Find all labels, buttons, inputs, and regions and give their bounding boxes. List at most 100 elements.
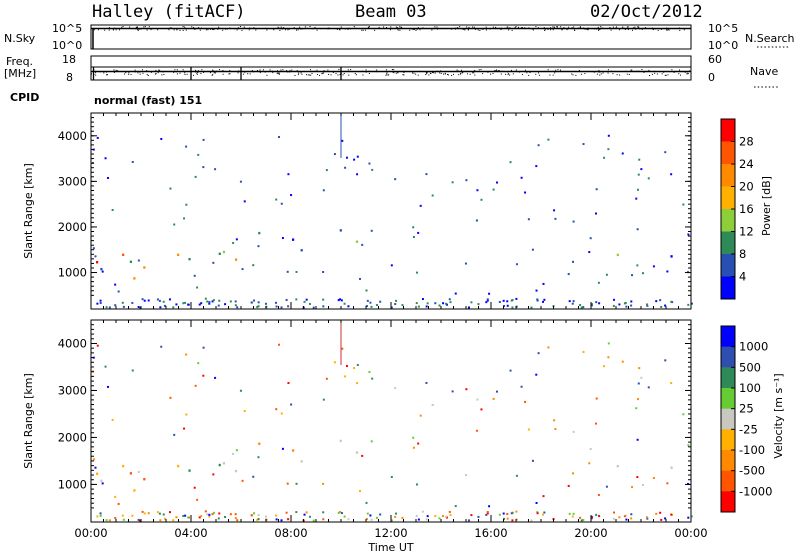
velocity-noise [198, 516, 201, 519]
power-noise [641, 272, 644, 275]
power-noise [527, 218, 530, 221]
power-noise [486, 299, 489, 302]
power-cell [670, 255, 673, 258]
nave-dot [392, 71, 394, 73]
nave-dot [146, 70, 148, 72]
nave-dot [432, 72, 434, 74]
velocity-noise [603, 365, 606, 368]
power-noise [579, 303, 582, 306]
velocity-noise [217, 517, 220, 520]
nave-dot [287, 71, 289, 73]
nsearch-dot [210, 28, 212, 30]
power-noise [547, 138, 550, 141]
nsearch-dot [623, 27, 625, 29]
power-noise [356, 173, 359, 176]
velocity-noise [442, 515, 445, 518]
velocity-noise [344, 375, 347, 378]
power-noise [137, 306, 140, 309]
velocity-noise [206, 513, 209, 516]
power-noise [543, 298, 546, 301]
nsearch-dot [185, 29, 187, 31]
nsearch-dot [422, 27, 424, 29]
velocity-noise [664, 517, 667, 520]
velocity-noise [419, 414, 422, 417]
nsearch-dot [343, 28, 345, 30]
nave-dot [641, 69, 643, 71]
power-noise [520, 176, 523, 179]
power-noise [224, 303, 227, 306]
nsearch-dot [639, 28, 641, 30]
velocity-noise [664, 359, 667, 362]
nave-dot [259, 69, 261, 71]
nsearch-dot [108, 29, 110, 31]
velocity-noise [286, 482, 289, 485]
nave-dot [505, 73, 507, 75]
power-noise [280, 306, 283, 309]
nave-dot [350, 69, 352, 71]
nsearch-dot [415, 29, 417, 31]
nsearch-dot [279, 29, 281, 31]
velocity-noise [322, 518, 325, 521]
nsearch-dot [563, 27, 565, 29]
nave-dot [210, 72, 212, 74]
nave-dot [549, 74, 551, 76]
nave-dot [482, 73, 484, 75]
nsearch-dot [297, 29, 299, 31]
power-noise [421, 298, 424, 301]
power-noise [365, 289, 368, 292]
nsearch-dot [374, 29, 376, 31]
nsearch-dot [431, 29, 433, 31]
nsearch-dot [354, 27, 356, 29]
nave-dot [444, 73, 446, 75]
nsearch-dot [169, 27, 171, 29]
power-noise [184, 301, 187, 304]
nave-dot [161, 74, 163, 76]
nave-dot [674, 71, 676, 73]
nave-dot [538, 74, 540, 76]
nave-dot [238, 70, 240, 72]
nsearch-dot [468, 26, 470, 28]
velocity-noise [475, 429, 478, 432]
nave-dot [244, 71, 246, 73]
nsearch-dot [176, 28, 178, 30]
velocity-noise [96, 344, 99, 347]
velocity-noise [451, 390, 454, 393]
velocity-noise [595, 397, 598, 400]
nave-dot [212, 69, 214, 71]
nave-dot [680, 74, 682, 76]
nave-dot [196, 72, 198, 74]
power-noise [250, 301, 253, 304]
nave-dot [323, 70, 325, 72]
nsearch-dot [392, 27, 394, 29]
velocity-noise [366, 512, 369, 515]
nsearch-dot [135, 27, 137, 29]
nsearch-dot [477, 29, 479, 31]
velocity-noise [214, 376, 217, 379]
power-noise [390, 264, 393, 267]
nave-dot [404, 70, 406, 72]
nave-dot [278, 72, 280, 74]
velocity-noise [208, 513, 211, 516]
nsearch-dot [641, 28, 643, 30]
nsearch-dot [353, 26, 355, 28]
velocity-noise [607, 342, 610, 345]
nave-dot [403, 71, 405, 73]
nave-dot [307, 74, 309, 76]
date-title: 02/Oct/2012 [590, 2, 703, 22]
nsearch-dot [632, 27, 634, 29]
nave-dot [210, 71, 212, 73]
nave-dot [656, 73, 658, 75]
nave-dot [305, 74, 307, 76]
power-noise [664, 151, 667, 154]
velocity-noise [250, 514, 253, 517]
velocity-noise [184, 514, 187, 517]
velocity-cell [143, 477, 146, 481]
power-noise [217, 304, 220, 307]
nsearch-dot [587, 27, 589, 29]
nave-dot [607, 69, 609, 71]
velocity-noise [646, 516, 649, 519]
velocity-noise [536, 512, 539, 515]
nsearch-dot [281, 28, 283, 30]
nsearch-dot [238, 27, 240, 29]
power-noise [524, 191, 527, 194]
